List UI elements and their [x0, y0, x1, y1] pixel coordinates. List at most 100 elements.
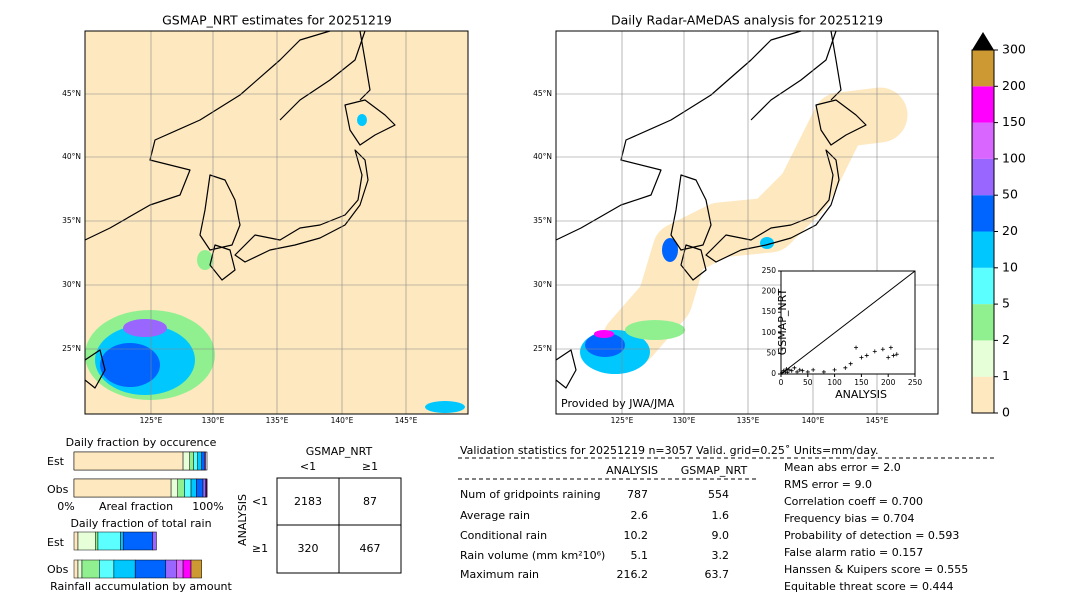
colorbar-segment: [972, 122, 994, 159]
lat-label: 40°N: [62, 152, 81, 161]
stat-label: Conditional rain: [460, 529, 547, 542]
stat-value: 216.2: [617, 568, 649, 581]
score: RMS error = 9.0: [784, 478, 872, 491]
lat-label: 45°N: [62, 89, 81, 98]
scatter-point: [784, 367, 789, 372]
fraction-segment: [184, 478, 192, 498]
fraction-segment: [189, 451, 194, 471]
rain-area: [625, 320, 685, 340]
y-tick-label: 50: [766, 348, 776, 357]
fraction-segment: [193, 451, 198, 471]
fraction-segment: [190, 478, 197, 498]
lon-label: 135°E: [266, 416, 289, 425]
cell: 467: [360, 542, 381, 555]
fraction-segment: [190, 559, 202, 579]
scatter-point: [843, 365, 848, 370]
scatter-point: [832, 367, 837, 372]
stat-label: Num of gridpoints raining: [460, 488, 601, 501]
cell: 2183: [294, 495, 322, 508]
fraction-segment: [77, 531, 96, 551]
panel-title: Daily fraction by occurence: [66, 436, 217, 449]
lon-label: 130°E: [673, 416, 696, 425]
map-title: Daily Radar-AMeDAS analysis for 20251219: [611, 13, 883, 28]
colorbar-label: 100: [1002, 150, 1026, 165]
cell: 87: [363, 495, 377, 508]
stat-value: 3.2: [712, 549, 730, 562]
lon-label: 140°E: [331, 416, 354, 425]
scatter-point: [894, 352, 899, 357]
fraction-segment: [95, 531, 99, 551]
scatter-point: [800, 368, 805, 373]
lat-label: 35°N: [62, 216, 81, 225]
colorbar-segment: [972, 158, 994, 196]
axis-label: 100%: [192, 500, 223, 513]
x-tick-label: 200: [881, 378, 896, 387]
score: Equitable threat score = 0.444: [784, 580, 953, 593]
scatter-point: [886, 355, 891, 360]
colorbar-label: 150: [1002, 114, 1026, 129]
scatter-point: [811, 367, 816, 372]
scatter-point: [848, 361, 853, 366]
x-tick-label: 100: [827, 378, 842, 387]
fraction-segment: [99, 559, 115, 579]
colorbar-segment: [972, 267, 994, 305]
rain-area: [662, 238, 678, 262]
score: Correlation coeff = 0.700: [784, 495, 923, 508]
fraction-segment: [197, 451, 202, 471]
x-tick-label: 150: [854, 378, 869, 387]
colorbar-label: 10: [1002, 259, 1018, 274]
row-label: Est: [47, 455, 65, 468]
lat-label: 30°N: [533, 280, 552, 289]
scatter-point: [805, 369, 810, 374]
scatter-point: [789, 368, 794, 373]
stat-value: 9.0: [712, 529, 730, 542]
x-tick-label: 50: [803, 378, 813, 387]
lat-label: 45°N: [533, 89, 552, 98]
scatter-point: [864, 353, 869, 358]
fraction-segment: [134, 559, 167, 579]
fraction-segment: [77, 559, 83, 579]
scatter-point: [872, 349, 877, 354]
colorbar-segment: [972, 86, 994, 123]
rain-area: [100, 343, 160, 387]
fraction-segment: [81, 559, 100, 579]
map-title: GSMAP_NRT estimates for 20251219: [162, 13, 392, 28]
y-tick-label: 100: [762, 328, 777, 337]
scatter-point: [880, 347, 885, 352]
lon-label: 145°E: [866, 416, 889, 425]
scatter-point: [854, 345, 859, 350]
stat-label: Rain volume (mm km²10⁶): [460, 549, 605, 562]
lon-label: 140°E: [802, 416, 825, 425]
y-tick-label: 0: [771, 369, 776, 378]
left-map: GSMAP_NRT estimates for 20251219: [84, 13, 469, 415]
y-axis-label: GSMAP_NRT: [776, 289, 789, 356]
lat-label: 25°N: [62, 344, 81, 353]
scatter-point: [888, 345, 893, 350]
fraction-segment: [177, 478, 185, 498]
colorbar-label: 5: [1002, 296, 1010, 311]
y-tick-label: 200: [762, 287, 777, 296]
score: Probability of detection = 0.593: [784, 529, 959, 542]
fraction-segment: [113, 559, 136, 579]
colorbar-label: 50: [1002, 187, 1018, 202]
scatter-point: [795, 369, 800, 374]
fraction-segment: [73, 531, 79, 551]
colorbar-label: 1: [1002, 368, 1010, 383]
colorbar-segment: [972, 195, 994, 232]
row-label: Obs: [47, 483, 69, 496]
col-label: ≥1: [362, 460, 378, 473]
fraction-segment: [182, 559, 192, 579]
fraction-segment: [170, 478, 178, 498]
coverage-area: [602, 87, 908, 368]
x-axis-label: ANALYSIS: [835, 388, 887, 401]
axis-label: Areal fraction: [99, 500, 173, 513]
lon-label: 130°E: [202, 416, 225, 425]
scatter-point: [891, 353, 896, 358]
row-label: <1: [252, 495, 268, 508]
fraction-segment: [73, 478, 172, 498]
lon-label: 145°E: [395, 416, 418, 425]
panel-title: Daily fraction of total rain: [70, 517, 211, 530]
stat-label: Average rain: [460, 509, 530, 522]
rain-area: [357, 114, 367, 126]
